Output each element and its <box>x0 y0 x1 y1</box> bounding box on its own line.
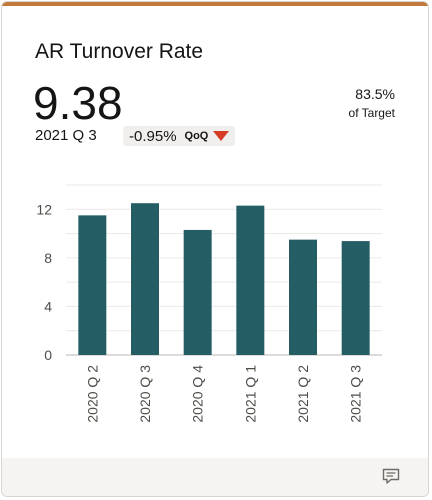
comment-icon[interactable] <box>382 468 400 484</box>
down-arrow-icon <box>213 131 230 141</box>
x-tick-label: 2021 Q 3 <box>348 365 364 423</box>
kpi-value: 9.38 <box>33 77 123 129</box>
change-badge: -0.95% QoQ <box>123 126 236 146</box>
bar <box>341 241 370 355</box>
x-tick-label: 2021 Q 1 <box>242 365 258 423</box>
bar <box>236 205 265 355</box>
bar <box>183 229 212 355</box>
x-tick-label: 2020 Q 2 <box>84 365 100 423</box>
x-tick-label: 2021 Q 2 <box>295 365 311 423</box>
bar <box>78 215 107 355</box>
y-tick-label: 12 <box>36 201 52 217</box>
change-qualifier: QoQ <box>184 130 209 142</box>
card-title: AR Turnover Rate <box>35 40 204 63</box>
bar-chart: 0 4 8 12 2020 Q 2 2020 Q 3 2020 Q 4 2021 Q 1 202… <box>36 184 382 423</box>
y-tick-label: 4 <box>44 298 52 314</box>
target-label: of Target <box>348 106 395 120</box>
y-tick-label: 8 <box>44 250 52 266</box>
bar <box>289 239 317 355</box>
x-tick-label: 2020 Q 3 <box>137 365 153 423</box>
change-value: -0.95% <box>129 127 177 145</box>
target-value: 83.5% <box>355 86 395 102</box>
bar <box>131 203 159 355</box>
period-label: 2021 Q 3 <box>35 127 97 144</box>
card-footer <box>2 458 428 496</box>
x-tick-label: 2020 Q 4 <box>190 365 206 423</box>
y-tick-label: 0 <box>44 347 52 363</box>
accent-bar <box>2 2 428 6</box>
